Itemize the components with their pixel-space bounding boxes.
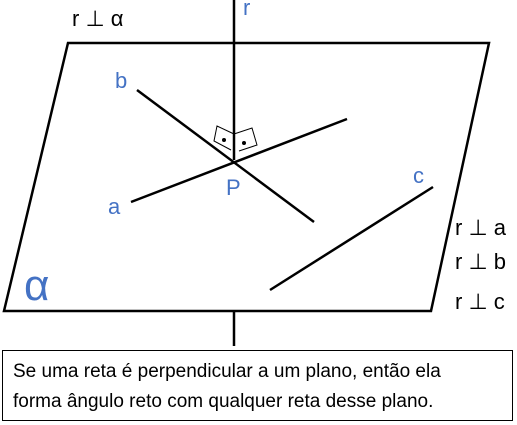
label-point-p: P [226,175,241,200]
plane-alpha [2,41,491,313]
right-angle-dot-b [222,138,226,142]
line-b [136,88,315,224]
caption-line-1: Se uma reta é perpendicular a um plano, … [13,361,441,382]
label-plane-alpha: α [24,261,49,310]
relation-r-c: r ⊥ c [455,289,505,314]
label-a: a [108,194,121,219]
label-c: c [413,163,424,188]
title-label: r ⊥ α [72,6,124,31]
perpendicular-diagram: r ⊥ α r b a c P α r ⊥ a r ⊥ b r ⊥ c [2,0,507,346]
label-b: b [115,68,127,93]
line-a [130,117,348,204]
relation-r-a: r ⊥ a [455,215,507,240]
right-angle-dot-a [242,141,246,145]
label-r: r [243,0,250,20]
theorem-caption-box: Se uma reta é perpendicular a um plano, … [2,350,513,421]
relation-r-b: r ⊥ b [455,249,506,274]
right-angle-mark-a [233,127,258,152]
right-angle-mark-b [213,125,235,151]
caption-line-2: forma ângulo reto com qualquer reta dess… [13,391,434,412]
line-c [269,185,434,292]
